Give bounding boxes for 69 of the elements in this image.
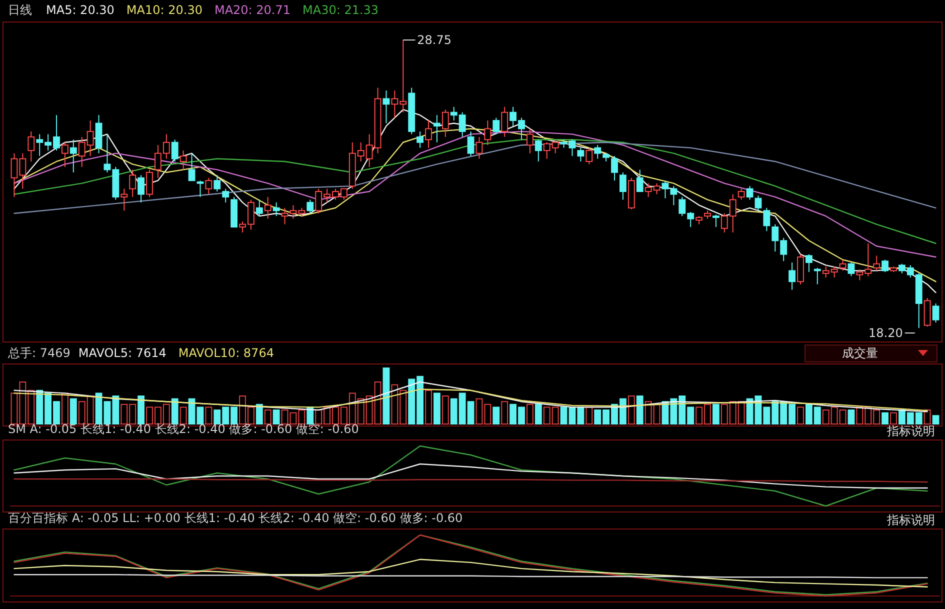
candlestick (442, 109, 449, 138)
candlestick (433, 114, 440, 143)
chart-title: 百分百指标 A: -0.05 LL: +0.00 长线1: -0.40 长线2: -0.40 做空: -0.60 做多: -0.60 (8, 511, 463, 525)
candlestick (70, 139, 77, 173)
bar (281, 410, 288, 424)
bar (882, 412, 889, 424)
text: MA5: 20.30 (46, 3, 114, 17)
annotation: 18.20 (868, 326, 903, 340)
candlestick (129, 169, 136, 198)
bar (70, 398, 77, 424)
bar (256, 404, 263, 424)
candlestick (526, 128, 534, 154)
text: MAVOL5: 7614 (78, 346, 166, 360)
candlestick (272, 202, 280, 217)
candlestick (146, 169, 153, 198)
bar (442, 396, 449, 424)
candlestick (704, 210, 711, 220)
candlestick (95, 114, 102, 154)
bar (425, 390, 432, 424)
bar (138, 396, 145, 424)
bar (196, 406, 204, 424)
bar (272, 410, 280, 424)
bar (628, 396, 635, 424)
bar (264, 410, 272, 424)
text: MA30: 21.33 (302, 3, 379, 17)
bar (171, 398, 178, 424)
bar (924, 410, 931, 424)
annotation: 指标说明 (886, 424, 935, 438)
text: 成交量 (842, 346, 878, 360)
candlestick (264, 196, 272, 220)
candlestick (171, 139, 178, 162)
candlestick (788, 262, 796, 290)
bar (501, 401, 508, 424)
bar (560, 406, 568, 424)
chart-title: SM A: -0.05 长线1: -0.40 长线2: -0.40 做多: -0.60 做空: -0.60 (8, 422, 359, 436)
bar (61, 392, 68, 424)
candlestick (382, 90, 390, 124)
candlestick (180, 150, 187, 170)
bar (433, 392, 440, 424)
chart-title: 日线 (8, 3, 32, 17)
bar (180, 406, 187, 424)
bar (382, 368, 390, 424)
bar (712, 404, 720, 424)
bar (205, 406, 212, 424)
candlestick (484, 120, 492, 146)
bar (932, 415, 940, 424)
annotation: 28.75 (417, 33, 452, 47)
text: 指标说明 (886, 513, 935, 527)
bar (534, 404, 542, 424)
bar (797, 406, 804, 424)
candlestick (501, 106, 508, 138)
candlestick (281, 207, 288, 225)
candlestick (425, 120, 432, 148)
candlestick (138, 174, 145, 203)
text: MA20: 20.71 (214, 3, 291, 17)
bar (188, 398, 196, 424)
text: MA10: 20.30 (126, 3, 202, 17)
bar (890, 412, 897, 424)
candlestick (306, 199, 314, 214)
chart-title: 总手: 7469 (7, 346, 70, 360)
bar (492, 406, 500, 424)
bar (526, 404, 534, 424)
bar (848, 410, 855, 424)
candlestick (28, 130, 35, 162)
candlestick (416, 130, 424, 148)
text: MAVOL10: 8764 (178, 346, 274, 360)
bar (306, 406, 314, 424)
bar (586, 406, 593, 424)
bar (636, 396, 644, 424)
